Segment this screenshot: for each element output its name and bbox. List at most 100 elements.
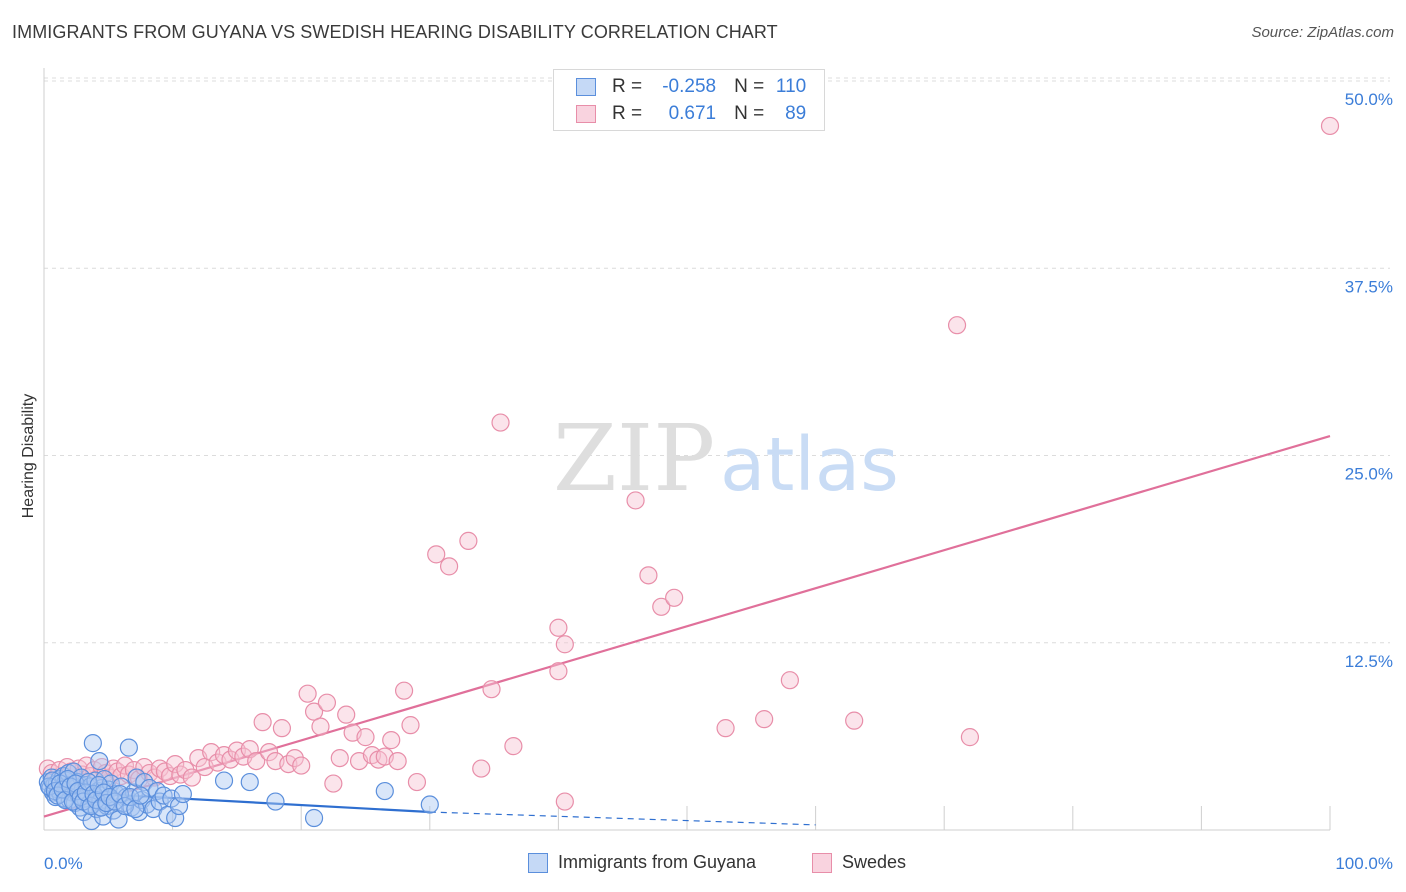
- legend-swatch-pink: [576, 105, 596, 123]
- swedes-point: [176, 760, 195, 780]
- swedes-point: [555, 792, 574, 811]
- swedes-point: [311, 717, 330, 736]
- correlation-legend: R = -0.258 N = 110 R = 0.671 N = 89: [553, 69, 825, 131]
- guyana-point: [131, 786, 150, 805]
- swedes-point: [427, 545, 446, 564]
- watermark-atlas: atlas: [720, 422, 899, 508]
- swedes-point: [253, 713, 272, 732]
- swedes-point: [259, 743, 279, 762]
- legend-label-guyana: Immigrants from Guyana: [558, 852, 757, 872]
- swedes-point: [639, 566, 658, 585]
- swedes-point: [272, 719, 292, 738]
- y-axis-label: Hearing Disability: [20, 394, 37, 519]
- swedes-point: [382, 731, 401, 750]
- legend-swatch-blue: [576, 78, 596, 96]
- source-note: Source: ZipAtlas.com: [1251, 24, 1394, 41]
- legend-label-swedes: Swedes: [842, 852, 907, 872]
- guyana-point: [214, 771, 234, 790]
- swedes-point: [145, 768, 164, 787]
- swedes-point: [330, 748, 349, 768]
- legend-n-label: N =: [734, 76, 765, 97]
- swedes-point: [1320, 116, 1340, 136]
- legend-n-value: 89: [785, 103, 807, 124]
- swedes-point: [491, 413, 510, 432]
- swedes-point: [124, 760, 144, 780]
- guyana-point: [82, 811, 101, 831]
- legend-n-value: 110: [775, 76, 807, 97]
- legend-row-guyana: R = -0.258 N = 110: [576, 75, 806, 99]
- swedes-point: [356, 728, 375, 747]
- swedes-point: [780, 671, 799, 690]
- swedes-point: [337, 705, 356, 724]
- swedes-point: [304, 702, 324, 721]
- swedes-point: [298, 684, 317, 703]
- guyana-points: [38, 734, 439, 831]
- guyana-point: [56, 790, 75, 810]
- gridlines: [44, 77, 1390, 644]
- swedes-point: [626, 491, 645, 510]
- guyana-point: [173, 784, 192, 804]
- swedes-point: [407, 772, 427, 792]
- swedes-point: [115, 756, 135, 775]
- legend-r-label: R =: [612, 103, 643, 124]
- chart-title: IMMIGRANTS FROM GUYANA VS SWEDISH HEARIN…: [12, 22, 778, 42]
- swedes-point: [394, 681, 414, 700]
- swedes-point: [285, 748, 304, 768]
- swedes-point: [960, 728, 980, 747]
- x-tick-label-min: 0.0%: [44, 854, 83, 873]
- swedes-point: [292, 756, 311, 775]
- swedes-point: [845, 711, 864, 730]
- guyana-point: [375, 781, 394, 801]
- guyana-point: [83, 734, 102, 753]
- guyana-point: [166, 808, 185, 828]
- swedes-point: [317, 693, 337, 712]
- legend-swatch-pink: [812, 852, 832, 873]
- y-tick-label: 37.5%: [1345, 277, 1393, 296]
- swedes-point: [549, 662, 568, 681]
- legend-n-label: N =: [734, 103, 765, 124]
- swedes-point: [665, 588, 684, 607]
- guyana-point: [119, 738, 138, 757]
- watermark-zip: ZIP: [553, 405, 715, 512]
- trend-line-guyana-extension: [429, 811, 816, 826]
- guyana-point: [126, 799, 145, 819]
- swedes-point: [482, 680, 501, 699]
- guyana-point: [169, 796, 189, 816]
- swedes-point: [504, 737, 523, 756]
- legend-r-value: 0.671: [668, 103, 717, 124]
- guyana-point: [90, 751, 109, 771]
- legend-r-value: -0.258: [662, 76, 717, 97]
- legend-item-swedes[interactable]: Swedes: [812, 852, 906, 873]
- swedes-point: [182, 768, 201, 787]
- guyana-point: [240, 772, 259, 792]
- guyana-point: [162, 789, 181, 808]
- swedes-point: [459, 531, 478, 550]
- legend-swatch-blue: [528, 852, 548, 873]
- guyana-point: [135, 772, 154, 792]
- guyana-point: [79, 772, 98, 792]
- legend-r-label: R =: [612, 76, 643, 97]
- watermark: ZIP atlas: [553, 405, 899, 512]
- swedes-point: [401, 716, 420, 735]
- y-tick-labels: 12.5% 25.0% 37.5% 50.0%: [1345, 90, 1393, 671]
- swedes-point: [324, 774, 343, 793]
- guyana-point: [304, 808, 324, 828]
- x-axis-ticks: [43, 806, 1331, 830]
- guyana-point: [266, 792, 285, 811]
- swedes-point: [947, 316, 967, 335]
- swedes-point: [388, 751, 407, 771]
- y-tick-label: 12.5%: [1345, 652, 1393, 671]
- swedes-point: [166, 754, 185, 774]
- swedes-point: [755, 710, 774, 729]
- guyana-point: [110, 784, 129, 804]
- swedes-point: [716, 719, 735, 738]
- legend-row-swedes: R = 0.671 N = 89: [576, 102, 806, 126]
- guyana-point: [420, 795, 439, 814]
- legend-item-guyana[interactable]: Immigrants from Guyana: [528, 852, 756, 873]
- swedes-point: [555, 635, 574, 654]
- guyana-point: [115, 796, 135, 816]
- y-tick-label: 50.0%: [1345, 90, 1393, 109]
- swedes-point: [652, 597, 671, 616]
- y-tick-label: 25.0%: [1345, 465, 1393, 484]
